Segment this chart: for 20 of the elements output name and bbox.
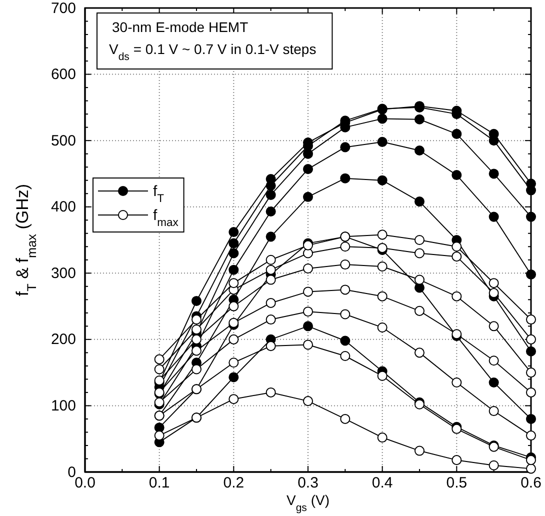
x-tick-label: 0.3 — [298, 474, 318, 492]
x-axis-title: V$_{gs}$ (V) — [286, 492, 330, 514]
y-tick-label: 700 — [50, 0, 76, 17]
x-tick-label: 0.0 — [74, 474, 96, 492]
legend-label: f$_{T}$ — [153, 183, 164, 205]
y-tick-label: 300 — [50, 264, 76, 282]
annotation: 30-nm E-mode HEMT — [112, 19, 249, 35]
y-tick-label: 400 — [50, 198, 76, 216]
y-tick-label: 100 — [50, 398, 76, 415]
annotation: V$_{ds}$ = 0.1 V ~ 0.7 V in 0.1-V steps — [109, 41, 316, 63]
x-tick-label: 0.4 — [372, 474, 393, 492]
y-tick-label: 600 — [50, 66, 76, 84]
x-tick-label: 0.1 — [148, 474, 170, 492]
x-tick-label: 0.2 — [223, 474, 244, 492]
x-tick-label: 0.5 — [446, 474, 468, 492]
x-tick-label: 0.6 — [520, 474, 542, 492]
y-tick-label: 500 — [50, 132, 76, 150]
y-tick-label: 0 — [68, 464, 76, 481]
legend-label: f$_{max}$ — [153, 207, 179, 229]
y-tick-label: 200 — [50, 331, 76, 348]
